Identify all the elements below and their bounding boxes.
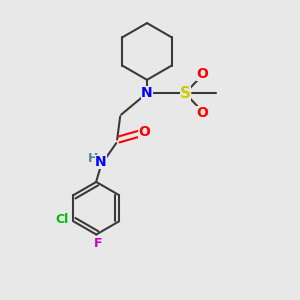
- Text: N: N: [141, 86, 153, 100]
- Text: S: S: [180, 86, 191, 101]
- Text: F: F: [94, 237, 102, 250]
- Text: O: O: [196, 106, 208, 120]
- Text: N: N: [95, 155, 106, 169]
- Text: O: O: [196, 67, 208, 81]
- Text: O: O: [138, 125, 150, 139]
- Text: Cl: Cl: [56, 213, 69, 226]
- Text: H: H: [88, 152, 98, 165]
